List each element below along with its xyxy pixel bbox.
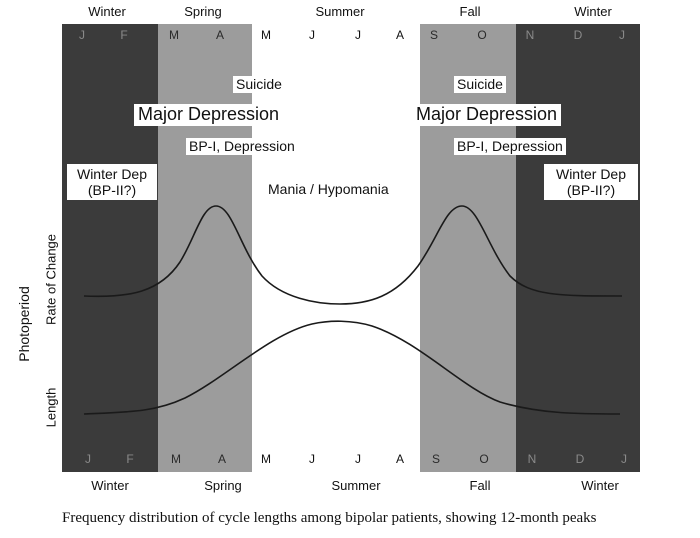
month-bottom: J [309,452,315,466]
band-fall [420,24,516,472]
season-bottom-spring: Spring [204,478,242,493]
season-bottom-fall: Fall [469,478,491,493]
month-top: J [619,28,625,42]
month-bottom: A [395,452,404,466]
rate-of-change-curve [83,205,623,305]
season-top-summer: Summer [315,4,365,19]
photoperiod-axis-label: Photoperiod [16,286,32,362]
major-depression-fall-label: Major Depression [412,104,562,126]
winter-dep-right-label: Winter Dep (BP-II?) [544,164,638,201]
month-bottom: O [479,452,489,466]
month-bottom: M [261,452,271,466]
month-bottom: M [171,452,181,466]
month-top: M [169,28,179,42]
winter-dep-left-line2: (BP-II?) [87,182,137,199]
mania-hypomania-label: Mania / Hypomania [268,181,389,197]
figure-caption: Frequency distribution of cycle lengths … [62,510,597,526]
band-spring [158,24,252,472]
rate-of-change-axis-label: Rate of Change [43,233,59,326]
month-top: M [261,28,271,42]
band-summer [252,24,420,472]
length-curve [83,320,621,415]
month-bottom: A [217,452,226,466]
month-top: N [525,28,535,42]
month-top: J [355,28,361,42]
month-top: S [429,28,438,42]
bp1-depression-fall-label: BP-I, Depression [454,138,566,156]
length-axis-label: Length [43,387,59,428]
winter-dep-right-line1: Winter Dep [555,166,627,182]
winter-dep-left-label: Winter Dep (BP-II?) [67,164,157,201]
month-top: F [120,28,128,42]
month-bottom: N [527,452,537,466]
season-top-spring: Spring [184,4,222,19]
band-winter-right [516,24,640,472]
suicide-spring-label: Suicide [233,76,285,94]
major-depression-spring-label: Major Depression [134,104,284,126]
season-top-winter-right: Winter [574,4,612,19]
month-bottom: S [431,452,440,466]
bp1-depression-spring-label: BP-I, Depression [186,138,298,156]
month-top: O [477,28,487,42]
month-top: A [215,28,224,42]
band-winter-left [62,24,158,472]
month-top: D [573,28,583,42]
season-bottom-winter-right: Winter [581,478,619,493]
month-bottom: J [85,452,91,466]
season-top-fall: Fall [459,4,481,19]
month-bottom: J [355,452,361,466]
month-bottom: F [126,452,134,466]
season-top-winter-left: Winter [88,4,126,19]
month-bottom: J [621,452,627,466]
suicide-fall-label: Suicide [454,76,506,94]
winter-dep-left-line1: Winter Dep [76,166,148,182]
season-bottom-summer: Summer [331,478,381,493]
month-top: A [395,28,404,42]
month-top: J [79,28,85,42]
season-bottom-winter-left: Winter [91,478,129,493]
month-top: J [309,28,315,42]
month-bottom: D [575,452,585,466]
winter-dep-right-line2: (BP-II?) [566,182,616,199]
